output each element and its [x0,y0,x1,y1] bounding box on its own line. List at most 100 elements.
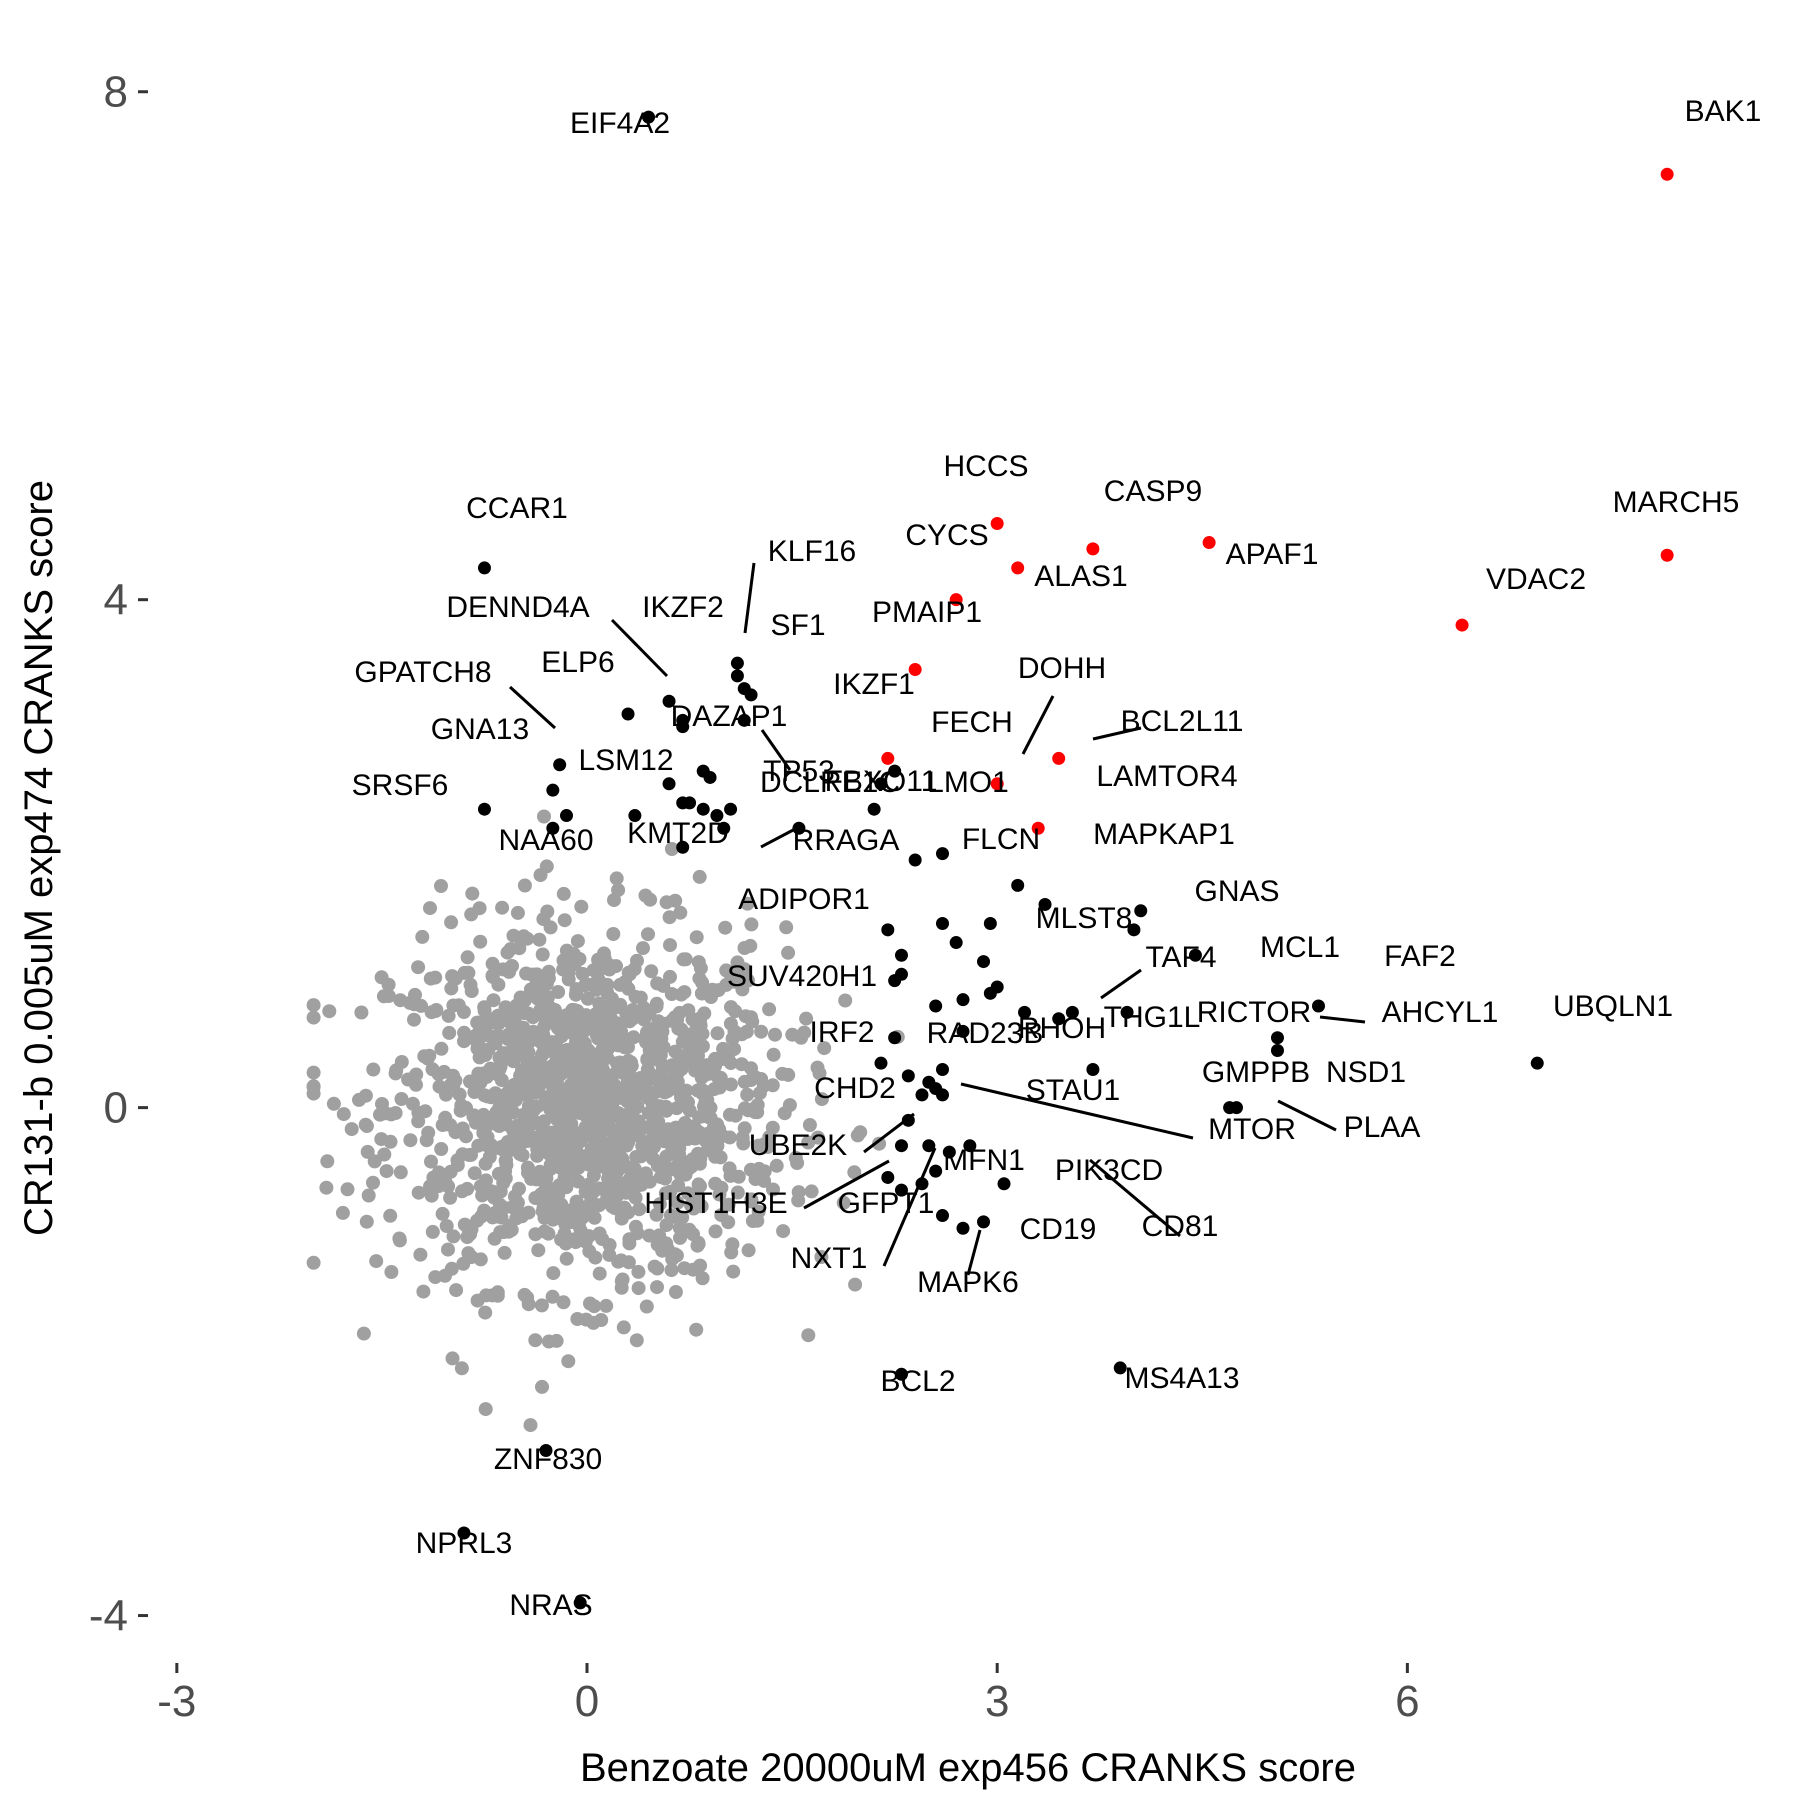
hit-point [703,770,717,784]
background-point [582,1229,597,1244]
background-point [557,1209,572,1224]
background-point [646,1120,660,1135]
background-point [571,1174,586,1189]
gene-label-mapkap1: MAPKAP1 [1093,818,1235,851]
y-axis-title: CR131-b 0.005uM exp474 CRANKS score [17,480,61,1236]
background-point [517,1287,532,1302]
gene-label-ube2k: UBE2K [749,1129,847,1162]
background-point [629,1150,644,1164]
background-point [718,920,733,935]
background-point [474,1209,489,1224]
background-point [434,1041,449,1056]
hit-point-chd2 [901,1113,915,1127]
background-point [799,1011,814,1026]
hit-point [936,1063,949,1077]
background-point [521,1006,536,1021]
hit-point-gnas [1134,904,1148,918]
hit-point-gpatch8 [553,758,567,772]
background-point [446,1229,461,1244]
background-point [721,1197,736,1212]
background-point [768,1027,782,1042]
background-point [611,1031,626,1046]
background-point [528,1333,543,1348]
gene-label-taf4: TAF4 [1145,941,1216,974]
leader-line-ahcyl1 [1319,1015,1366,1024]
background-point [622,1067,637,1082]
background-point [344,1122,359,1137]
background-point [751,1204,766,1219]
background-point [515,1209,529,1224]
background-point [383,1208,398,1223]
hit-point-march5 [1660,548,1674,562]
background-point [544,1092,559,1107]
background-point [561,1082,576,1097]
background-point [537,809,551,824]
background-point [457,1034,471,1049]
background-point [354,1005,369,1020]
gene-label-plaa: PLAA [1344,1111,1421,1144]
background-point [745,1014,760,1029]
background-point [442,1025,457,1040]
background-point [446,1068,460,1083]
hit-point-klf16 [730,656,744,670]
background-point [655,1243,670,1258]
background-point [557,1022,572,1037]
background-point [539,1067,554,1082]
background-point [668,893,683,908]
background-point [692,869,707,884]
background-point [574,899,589,914]
gene-label-rraga: RRAGA [793,824,900,857]
hit-point-kmt2d [717,821,731,835]
hit-point-fech [874,777,888,791]
background-point [651,1014,666,1029]
background-point [614,1274,629,1289]
hit-point [662,777,676,791]
background-point [817,1041,832,1056]
hit-point-ms4a13 [1113,1361,1127,1375]
gene-label-cd81: CD81 [1142,1210,1219,1243]
background-point [478,1305,493,1320]
background-point [708,1224,723,1239]
gene-label-ikzf2: IKZF2 [642,591,724,624]
background-point [306,1065,321,1080]
background-point [598,1067,613,1081]
background-point [373,1107,387,1122]
background-point [523,982,538,997]
background-point [590,1025,605,1040]
gene-label-bcl2l11: BCL2L11 [1121,705,1244,738]
background-point [586,1081,601,1096]
background-point [737,1121,752,1136]
background-point [540,904,555,919]
background-point [740,1087,755,1102]
background-point [582,1014,597,1029]
background-point [494,1073,509,1088]
gene-label-adipor1: ADIPOR1 [738,883,870,916]
background-point [549,1040,564,1055]
background-point [435,1206,450,1221]
background-point [726,1264,741,1279]
background-point [401,1072,416,1087]
background-point [744,1194,759,1209]
background-point [752,1086,767,1101]
background-point [575,966,590,981]
background-point [502,1083,517,1098]
background-point [356,1326,371,1341]
x-tick-label: 0 [575,1677,599,1726]
background-point [682,1103,697,1118]
background-point [652,1228,667,1243]
background-point [781,945,796,960]
background-point [559,1251,574,1266]
background-point [407,1012,421,1027]
background-point [628,1219,643,1234]
gene-label-apaf1: APAF1 [1226,538,1319,571]
background-point [616,1320,631,1335]
background-point [654,1031,669,1046]
background-point [415,929,430,944]
background-point [675,1210,690,1225]
background-point [530,967,544,982]
gene-label-ikzf1: IKZF1 [833,668,915,701]
background-point [695,1271,710,1286]
background-point [492,1062,507,1077]
background-point [850,1128,865,1143]
background-point [668,1127,682,1142]
